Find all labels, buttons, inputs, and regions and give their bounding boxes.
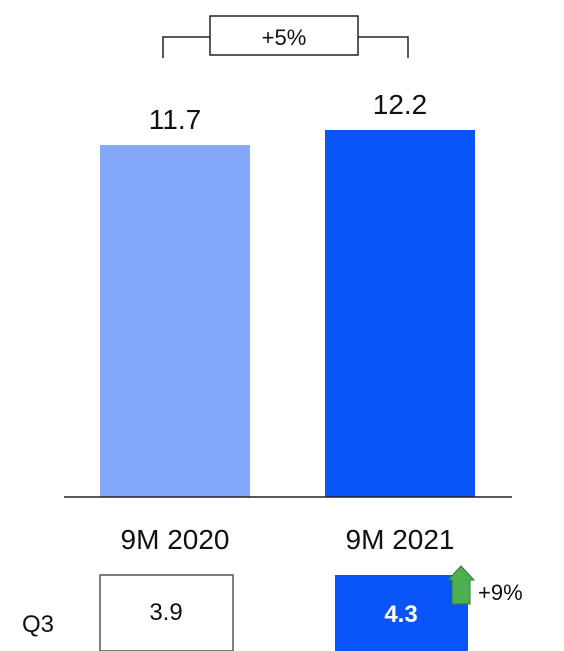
bar-9m-2021 xyxy=(325,130,475,497)
quarter-row: Q3 3.9 4.3 +9% xyxy=(22,565,523,651)
bar-9m-2020 xyxy=(100,145,250,497)
bars-group: 11.7 9M 2020 12.2 9M 2021 xyxy=(100,89,475,555)
category-label-0: 9M 2020 xyxy=(121,524,230,555)
bracket-left-line xyxy=(162,36,210,58)
category-label-1: 9M 2021 xyxy=(346,524,455,555)
data-label-1: 12.2 xyxy=(373,89,428,120)
quarter-value-2021: 4.3 xyxy=(384,601,417,628)
data-label-0: 11.7 xyxy=(149,104,201,135)
change-box xyxy=(209,15,359,56)
change-label: +5% xyxy=(262,25,307,50)
up-arrow-icon xyxy=(446,565,476,605)
quarter-box-2021 xyxy=(335,575,468,651)
quarter-change-label: +9% xyxy=(478,580,523,605)
change-bracket: +5% xyxy=(162,15,409,58)
bracket-right-line xyxy=(358,36,409,58)
quarter-box-2020 xyxy=(99,574,234,651)
quarter-label: Q3 xyxy=(22,611,54,638)
quarter-value-2020: 3.9 xyxy=(149,599,182,626)
